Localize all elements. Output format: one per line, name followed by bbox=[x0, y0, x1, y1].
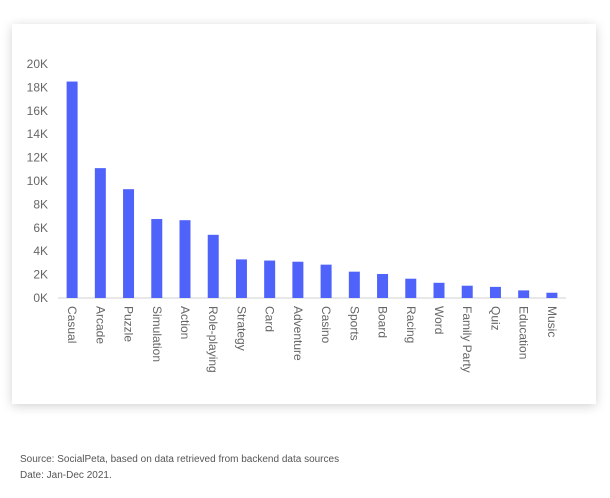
y-tick-label: 20K bbox=[27, 57, 48, 71]
x-tick-label: Board bbox=[376, 306, 390, 338]
y-tick-label: 4K bbox=[33, 244, 48, 258]
y-axis: 0K 2K 4K 6K 8K 10K 12K 14K 16K 18K 20K bbox=[27, 57, 48, 305]
bar-adventure bbox=[292, 261, 304, 298]
bar-arcade bbox=[94, 168, 106, 298]
chart-footer: Source: SocialPeta, based on data retrie… bbox=[20, 452, 339, 484]
bar-education bbox=[518, 290, 530, 298]
x-tick-label: Arcade bbox=[93, 306, 107, 344]
chart-card bbox=[12, 24, 596, 404]
bar-board bbox=[377, 274, 389, 298]
bar-casual bbox=[66, 81, 78, 298]
x-tick-label: Family Party bbox=[460, 306, 474, 373]
bar-sports bbox=[348, 271, 360, 298]
bar-card bbox=[264, 260, 276, 298]
x-tick-label: Action bbox=[178, 306, 192, 339]
y-tick-label: 12K bbox=[27, 151, 48, 165]
x-tick-label: Word bbox=[432, 306, 446, 334]
y-tick-label: 14K bbox=[27, 127, 48, 141]
y-tick-label: 0K bbox=[33, 291, 48, 305]
bar-action bbox=[179, 220, 191, 298]
x-axis: Casual Arcade Puzzle Simulation Action Role-p… bbox=[65, 306, 559, 373]
y-tick-label: 18K bbox=[27, 80, 48, 94]
x-tick-label: Strategy bbox=[234, 306, 248, 351]
bar-word bbox=[433, 282, 445, 298]
bars bbox=[66, 81, 558, 298]
bar-simulation bbox=[151, 219, 163, 298]
y-tick-label: 16K bbox=[27, 104, 48, 118]
x-tick-label: Simulation bbox=[150, 306, 164, 362]
bar-casino bbox=[320, 264, 332, 298]
bar-music bbox=[546, 292, 558, 298]
x-tick-label: Puzzle bbox=[122, 306, 136, 342]
bar-strategy bbox=[235, 259, 247, 298]
x-tick-label: Casino bbox=[319, 306, 333, 344]
x-tick-label: Role-playing bbox=[206, 306, 220, 373]
x-tick-label: Casual bbox=[65, 306, 79, 343]
x-tick-label: Sports bbox=[347, 306, 361, 341]
y-tick-label: 10K bbox=[27, 174, 48, 188]
bar-puzzle bbox=[123, 189, 135, 298]
bar-role-playing bbox=[207, 234, 219, 298]
x-tick-label: Adventure bbox=[291, 306, 305, 361]
bar-quiz bbox=[489, 286, 501, 298]
y-tick-label: 2K bbox=[33, 268, 48, 282]
x-tick-label: Racing bbox=[404, 306, 418, 343]
x-tick-label: Quiz bbox=[488, 306, 502, 331]
source-note: Source: SocialPeta, based on data retrie… bbox=[20, 454, 340, 465]
bar-family-party bbox=[461, 285, 473, 298]
x-tick-label: Card bbox=[263, 306, 277, 332]
y-tick-label: 8K bbox=[33, 197, 48, 211]
date-note: Date: Jan-Dec 2021. bbox=[20, 470, 112, 481]
x-tick-label: Music bbox=[545, 306, 559, 337]
y-tick-label: 6K bbox=[33, 221, 48, 235]
x-tick-label: Education bbox=[517, 306, 531, 359]
bar-racing bbox=[405, 278, 417, 298]
